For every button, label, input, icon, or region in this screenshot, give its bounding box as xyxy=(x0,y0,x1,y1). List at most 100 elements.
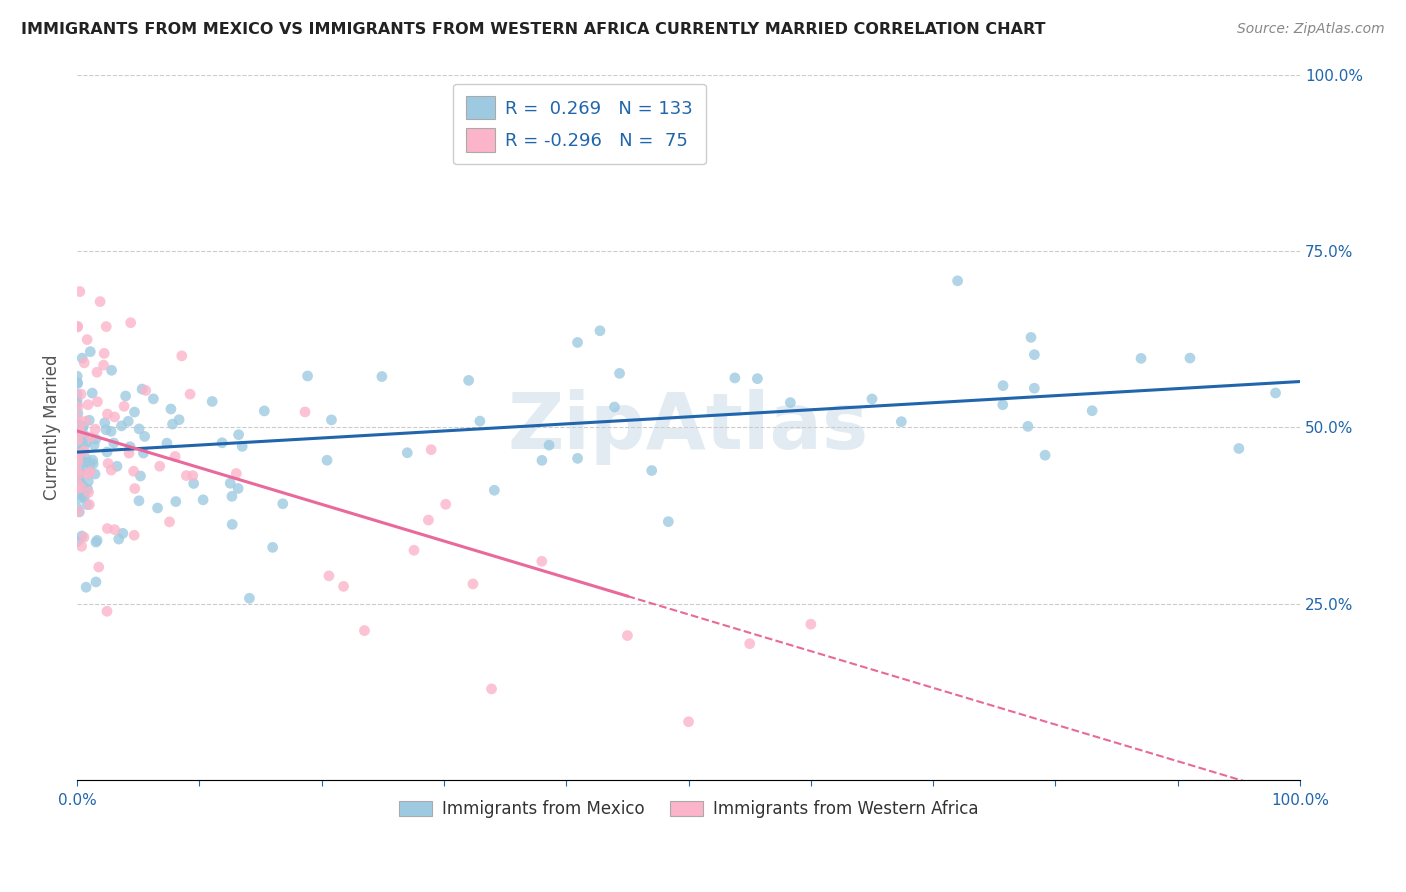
Point xyxy=(82,457,104,471)
Point xyxy=(66,320,89,334)
Point xyxy=(117,414,139,428)
Point xyxy=(110,418,132,433)
Point xyxy=(128,493,150,508)
Point xyxy=(567,335,589,350)
Point xyxy=(146,501,169,516)
Point xyxy=(70,488,93,502)
Point xyxy=(75,451,97,466)
Point xyxy=(72,478,94,492)
Point xyxy=(118,446,141,460)
Point xyxy=(418,513,440,527)
Point xyxy=(77,467,100,481)
Point xyxy=(225,467,247,481)
Point xyxy=(93,358,115,372)
Point xyxy=(76,463,98,477)
Point xyxy=(82,386,104,401)
Point xyxy=(191,492,214,507)
Point xyxy=(96,604,118,618)
Point xyxy=(82,453,104,467)
Point xyxy=(75,414,97,428)
Point xyxy=(738,637,761,651)
Point xyxy=(96,407,118,421)
Point xyxy=(97,457,120,471)
Point xyxy=(124,405,146,419)
Point xyxy=(1178,351,1201,365)
Point xyxy=(262,541,284,555)
Point xyxy=(860,392,883,406)
Point xyxy=(100,425,122,439)
Point xyxy=(434,497,457,511)
Point xyxy=(76,333,98,347)
Point xyxy=(67,505,90,519)
Point xyxy=(159,515,181,529)
Point xyxy=(402,543,425,558)
Point xyxy=(84,422,107,436)
Point xyxy=(104,523,127,537)
Point xyxy=(79,498,101,512)
Point xyxy=(79,458,101,472)
Point xyxy=(67,400,90,414)
Point xyxy=(162,417,184,432)
Point xyxy=(616,628,638,642)
Point xyxy=(66,501,89,516)
Point xyxy=(73,487,96,501)
Point xyxy=(66,423,89,437)
Point xyxy=(1024,381,1046,395)
Point xyxy=(420,442,443,457)
Point xyxy=(890,415,912,429)
Point xyxy=(77,398,100,412)
Point xyxy=(66,434,89,448)
Point xyxy=(134,429,156,443)
Point xyxy=(66,376,89,390)
Point xyxy=(84,432,107,446)
Point xyxy=(67,504,90,518)
Point xyxy=(165,494,187,508)
Point xyxy=(69,285,91,299)
Point xyxy=(86,365,108,379)
Point xyxy=(129,469,152,483)
Point xyxy=(747,372,769,386)
Point xyxy=(66,476,89,491)
Point xyxy=(72,454,94,468)
Point xyxy=(100,363,122,377)
Point xyxy=(657,515,679,529)
Point xyxy=(396,446,419,460)
Point xyxy=(111,526,134,541)
Point xyxy=(589,324,612,338)
Point xyxy=(228,427,250,442)
Point xyxy=(468,414,491,428)
Point xyxy=(179,387,201,401)
Point xyxy=(132,446,155,460)
Point xyxy=(112,399,135,413)
Legend: Immigrants from Mexico, Immigrants from Western Africa: Immigrants from Mexico, Immigrants from … xyxy=(392,794,986,825)
Point xyxy=(142,392,165,406)
Point xyxy=(66,393,89,408)
Point xyxy=(1130,351,1153,366)
Point xyxy=(122,528,145,542)
Point xyxy=(66,406,89,420)
Point xyxy=(66,452,89,467)
Point xyxy=(484,483,506,498)
Point xyxy=(67,491,90,506)
Point xyxy=(118,440,141,454)
Point xyxy=(94,423,117,437)
Point xyxy=(72,432,94,446)
Point xyxy=(800,617,823,632)
Point xyxy=(353,624,375,638)
Point xyxy=(86,394,108,409)
Point xyxy=(538,438,561,452)
Point xyxy=(79,465,101,479)
Point xyxy=(70,351,93,366)
Point xyxy=(70,539,93,553)
Point xyxy=(991,398,1014,412)
Point xyxy=(89,294,111,309)
Point xyxy=(530,554,553,568)
Point xyxy=(183,476,205,491)
Point xyxy=(66,387,89,401)
Point xyxy=(221,517,243,532)
Point xyxy=(79,413,101,427)
Point xyxy=(181,468,204,483)
Point xyxy=(76,434,98,449)
Point xyxy=(66,442,89,456)
Point xyxy=(124,482,146,496)
